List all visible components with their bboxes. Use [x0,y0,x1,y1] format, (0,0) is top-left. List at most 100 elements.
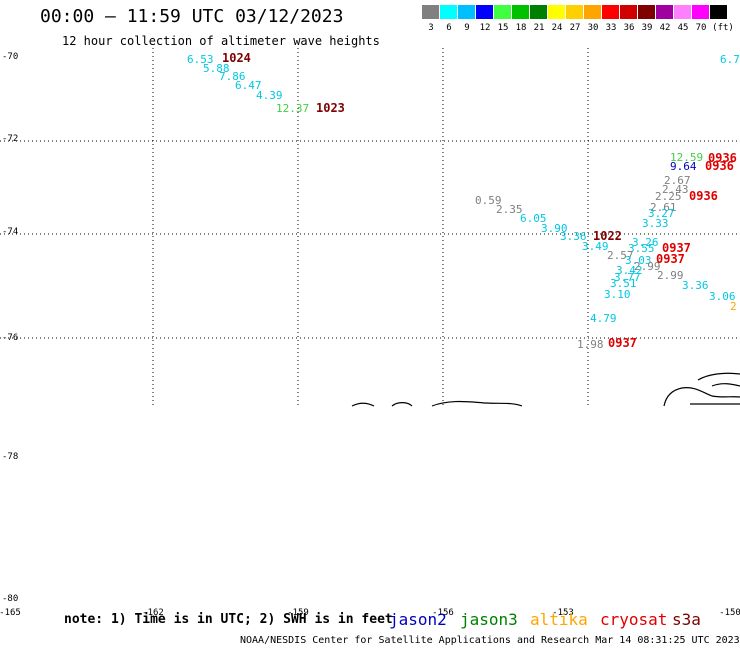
wave-height-reading: 6.47 [235,79,262,92]
scale-swatch [566,5,583,19]
wave-height-reading: 3.55 [628,242,655,255]
coastline [351,372,740,407]
latitude-label: -70 [2,52,19,62]
wave-height-reading: 2.25 [655,190,682,203]
scale-label: 70 [695,23,707,33]
wave-height-reading: 4.39 [256,89,283,102]
wave-height-reading: 3.33 [642,217,669,230]
wave-height-reading: 3.06 [709,290,736,303]
satellite-legend-altika: altika [530,610,588,629]
pass-time-label: 0937 [608,336,637,350]
pass-time-label: 0936 [705,159,734,173]
footer-credit: NOAA/NESDIS Center for Satellite Applica… [240,635,740,646]
satellite-legend-jason3: jason3 [460,610,518,629]
latitude-label: -80 [2,594,19,604]
wave-height-reading: 9.64 [670,160,697,173]
scale-swatch [620,5,637,19]
wave-height-reading: 12.37 [276,102,310,115]
wave-height-reading: 3.26 [632,236,659,249]
latitude-label: -78 [2,452,19,462]
longitude-label: -159 [287,608,309,618]
scale-label: 12 [479,23,491,33]
satellite-legend-cryosat: cryosat [600,610,668,629]
wave-height-reading: 2.67 [664,174,691,187]
latitude-label: -76 [2,333,19,343]
pass-time-label: 0937 [662,241,691,255]
wave-height-reading: 6.53 [187,53,214,66]
pass-time-label: 0937 [656,252,685,266]
scale-swatch [638,5,655,19]
wave-height-reading: 2.43 [662,183,689,196]
scale-swatch [548,5,565,19]
wave-height-reading: 3.27 [648,207,675,220]
map-title: 00:00 – 11:59 UTC 03/12/2023 [40,6,344,27]
pass-time-label: 0936 [689,189,718,203]
longitude-label: -153 [552,608,574,618]
wave-height-reading: 2.35 [496,203,523,216]
scale-label: 30 [587,23,599,33]
longitude-label: -150 [719,608,740,618]
wave-height-reading: 2.99 [657,269,684,282]
satellite-legend-jason2: jason2 [389,610,447,629]
latitude-label: -72 [2,134,19,144]
wave-height-reading: 6.7 [720,53,740,66]
scale-swatch [656,5,673,19]
scale-swatch [440,5,457,19]
wave-height-reading: 3.49 [582,240,609,253]
wave-height-reading: 7.86 [219,70,246,83]
wave-height-reading: 3.10 [604,288,631,301]
scale-label: 33 [605,23,617,33]
pass-time-label: 0936 [708,151,737,165]
pass-time-label: 1023 [316,101,345,115]
scale-label: 39 [641,23,653,33]
scale-label: 3 [428,23,434,33]
scale-label: 21 [533,23,545,33]
wave-height-reading: 5.88 [203,62,230,75]
wave-height-reading: 6.05 [520,212,547,225]
scale-swatch [692,5,709,19]
scale-swatch [494,5,511,19]
units-note: note: 1) Time is in UTC; 2) SWH is in fe… [64,612,393,627]
scale-swatch [602,5,619,19]
wave-height-reading: 2 [730,300,737,313]
wave-height-reading: 12.59 [670,151,704,164]
scale-label: 18 [515,23,527,33]
longitude-label: -165 [0,608,21,618]
wave-height-reading: 2.61 [650,201,677,214]
scale-swatch [710,5,727,19]
scale-swatch [530,5,547,19]
scale-label: 24 [551,23,563,33]
wave-height-reading: 3.36 [560,230,587,243]
satellite-legend-s3a: s3a [672,610,701,629]
wave-height-reading: 3.77 [614,271,641,284]
wave-height-reading: 4.79 [590,312,617,325]
scale-label: 27 [569,23,581,33]
scale-label: 45 [677,23,689,33]
scale-label: 6 [446,23,452,33]
wave-height-reading: 3.90 [541,222,568,235]
wave-height-reading: 3.36 [682,279,709,292]
scale-label: 15 [497,23,509,33]
wave-height-reading: 2.99 [634,260,661,273]
scale-label: 42 [659,23,671,33]
scale-swatch [422,5,439,19]
wave-height-reading: 3.51 [610,277,637,290]
latitude-label: -74 [2,227,19,237]
map-subtitle: 12 hour collection of altimeter wave hei… [62,34,380,48]
scale-swatch [674,5,691,19]
wave-height-reading: 2.57 [607,249,634,262]
pass-time-label: 1022 [593,229,622,243]
scale-swatch [458,5,475,19]
wave-height-reading: 0.59 [475,194,502,207]
scale-swatch [584,5,601,19]
scale-label: 9 [464,23,470,33]
pass-time-label: 1024 [222,51,251,65]
wave-height-reading: 3.42 [616,264,643,277]
scale-swatch [476,5,493,19]
longitude-label: -162 [142,608,164,618]
wave-height-reading: 1.98 [577,338,604,351]
scale-label: (ft) [712,23,734,33]
wave-height-reading: 3.03 [625,254,652,267]
scale-swatch [512,5,529,19]
